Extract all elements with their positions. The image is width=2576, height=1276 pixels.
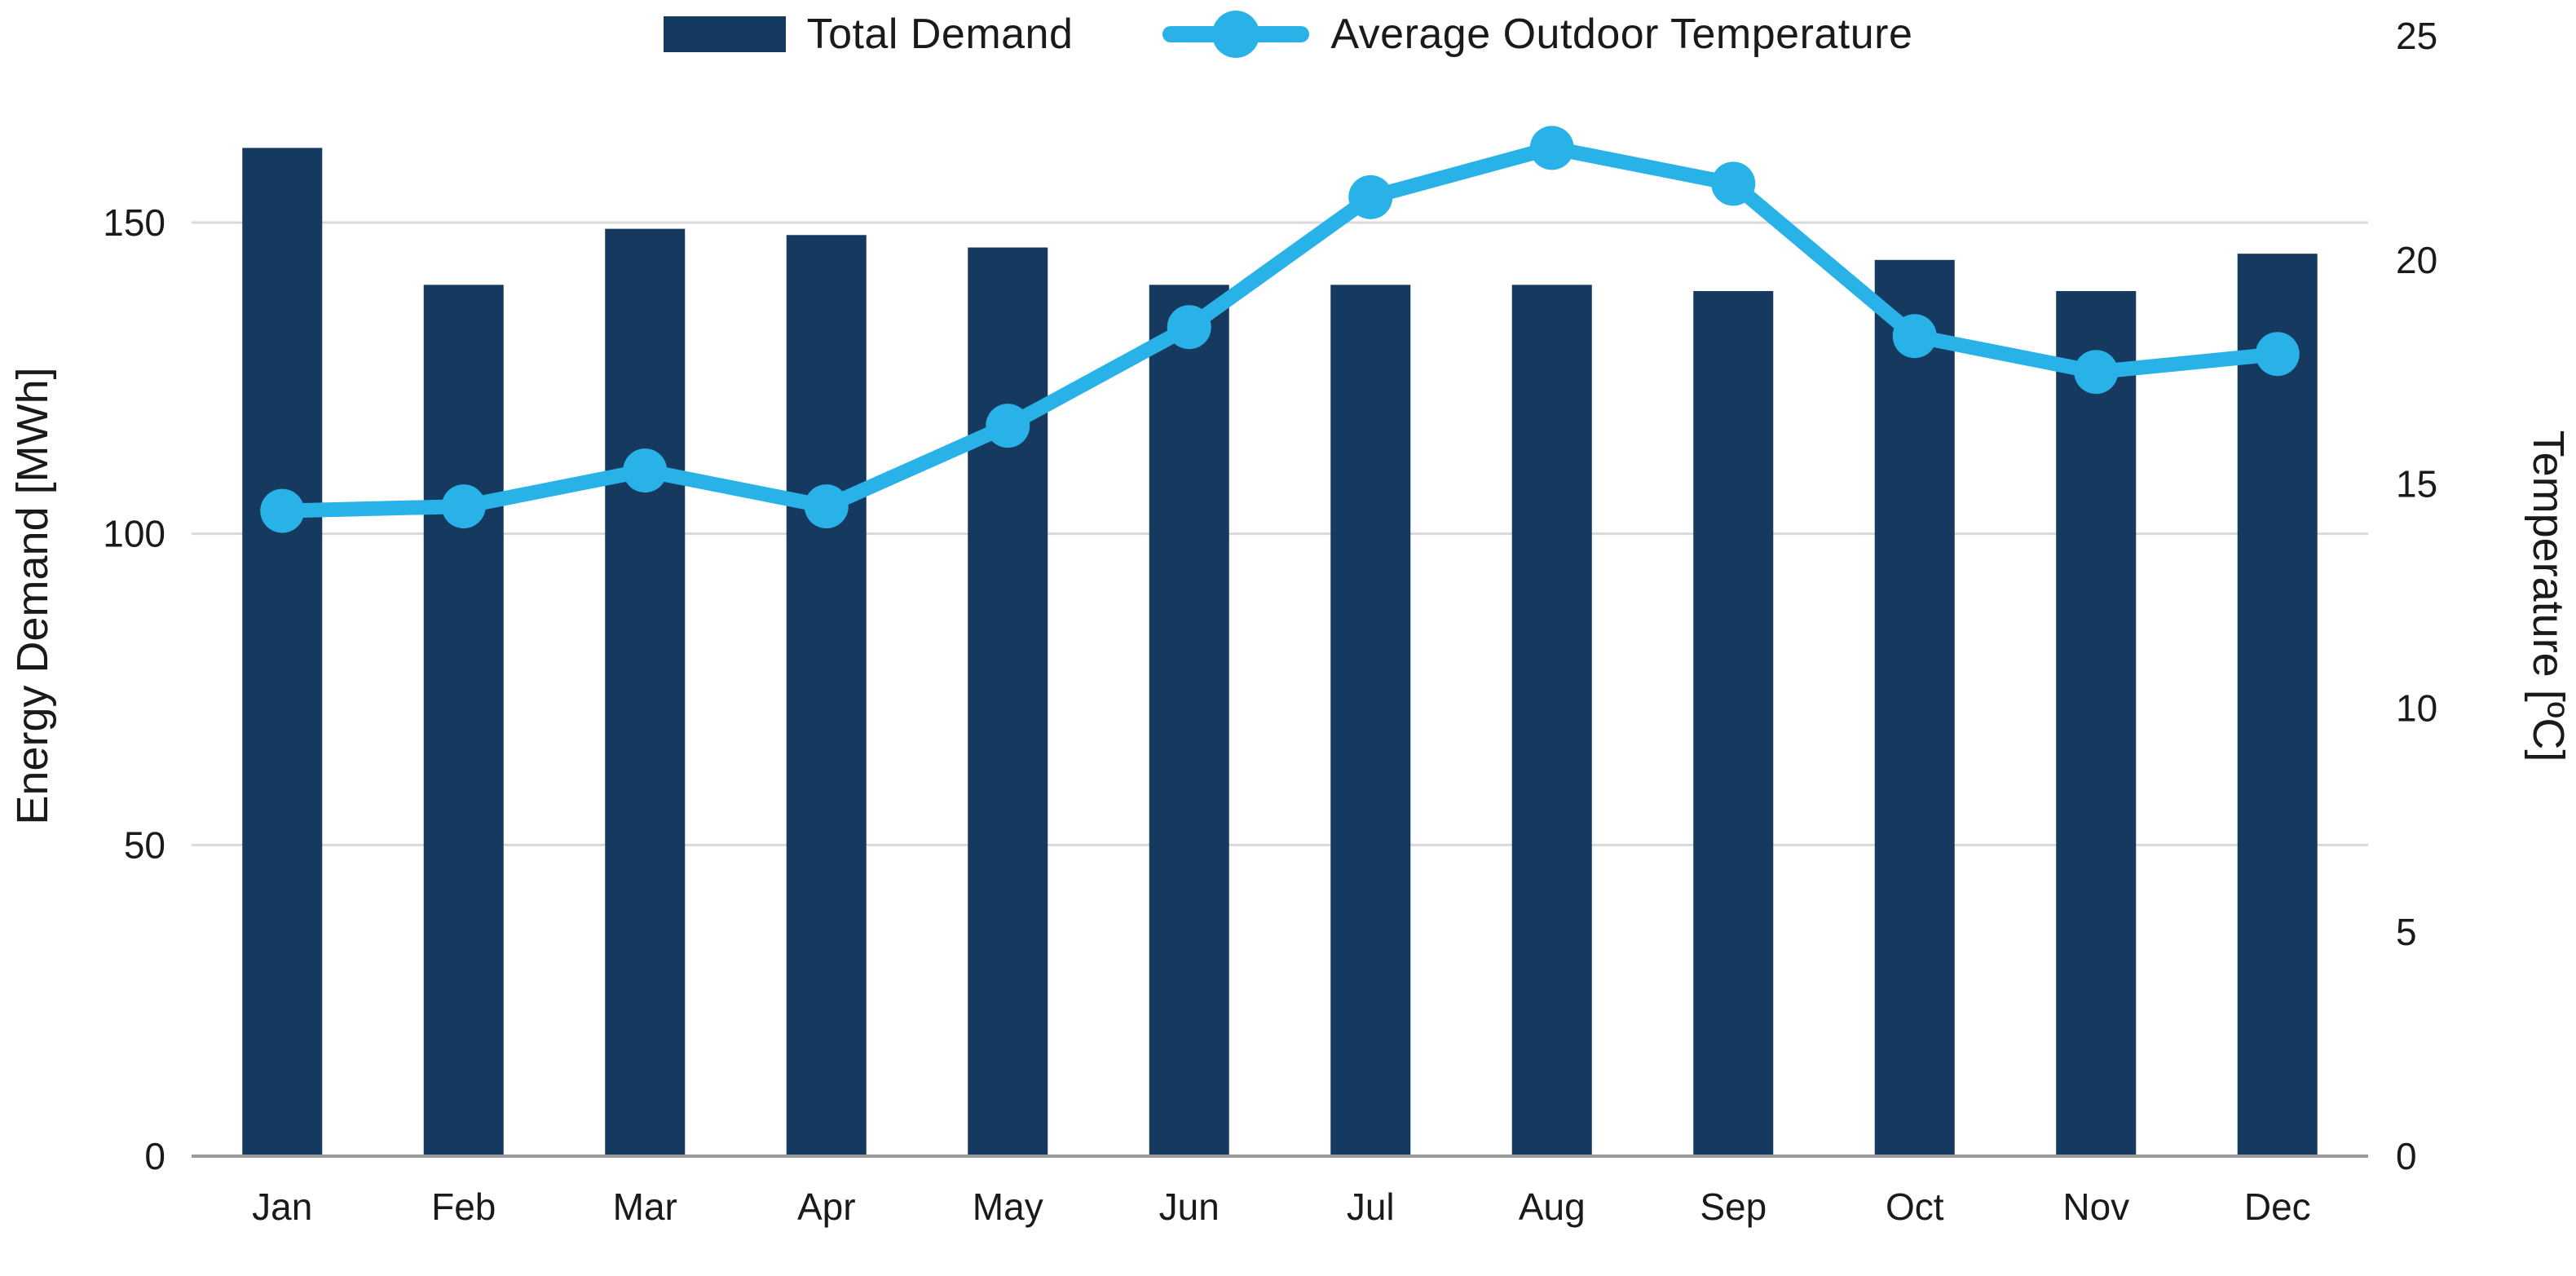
marker-Oct bbox=[1892, 314, 1937, 359]
right-tick-0: 0 bbox=[2396, 1135, 2417, 1177]
bar-Oct bbox=[1874, 259, 1955, 1156]
left-tick-150: 150 bbox=[103, 201, 165, 244]
bar-Dec bbox=[2237, 254, 2318, 1157]
right-tick-25: 25 bbox=[2396, 15, 2437, 57]
left-axis-title: Energy Demand [MWh] bbox=[8, 367, 57, 824]
marker-Nov bbox=[2074, 350, 2119, 395]
marker-Mar bbox=[623, 448, 668, 493]
bar-Aug bbox=[1511, 285, 1592, 1156]
marker-May bbox=[986, 404, 1030, 448]
marker-Sep bbox=[1711, 161, 1756, 206]
x-label-Oct: Oct bbox=[1886, 1185, 1944, 1228]
marker-Dec bbox=[2255, 332, 2300, 377]
bar-Nov bbox=[2056, 290, 2137, 1156]
right-tick-20: 20 bbox=[2396, 239, 2437, 281]
bar-Jun bbox=[1149, 285, 1229, 1156]
bar-Jan bbox=[242, 148, 323, 1156]
bar-Apr bbox=[786, 235, 867, 1157]
marker-Jan bbox=[260, 488, 305, 533]
bar-Feb bbox=[423, 285, 504, 1156]
bar-Mar bbox=[605, 228, 686, 1157]
x-label-Aug: Aug bbox=[1519, 1185, 1586, 1228]
marker-Jun bbox=[1167, 305, 1211, 350]
bar-May bbox=[968, 247, 1048, 1156]
line-series-marker-icon bbox=[1212, 11, 1260, 58]
right-tick-10: 10 bbox=[2396, 687, 2437, 729]
bar-Sep bbox=[1693, 290, 1774, 1156]
x-label-Mar: Mar bbox=[613, 1185, 677, 1228]
legend-label-total-demand: Total Demand bbox=[806, 11, 1074, 58]
x-label-May: May bbox=[973, 1185, 1043, 1228]
x-label-Dec: Dec bbox=[2244, 1185, 2311, 1228]
right-tick-5: 5 bbox=[2396, 911, 2417, 953]
legend-item-total-demand: Total Demand bbox=[663, 10, 1074, 59]
marker-Feb bbox=[441, 484, 486, 529]
x-label-Jul: Jul bbox=[1347, 1185, 1395, 1228]
x-label-Sep: Sep bbox=[1700, 1185, 1767, 1228]
chart-legend: Total Demand Average Outdoor Temperature bbox=[0, 10, 2576, 59]
marker-Aug bbox=[1529, 126, 1574, 170]
legend-label-average-outdoor-temperature: Average Outdoor Temperature bbox=[1330, 11, 1913, 58]
x-label-Feb: Feb bbox=[431, 1185, 496, 1228]
bar-series-swatch bbox=[663, 16, 786, 52]
left-tick-100: 100 bbox=[103, 513, 165, 555]
left-tick-0: 0 bbox=[144, 1135, 165, 1177]
line-series-swatch bbox=[1162, 11, 1310, 58]
temperature-line bbox=[275, 140, 2285, 519]
marker-Jul bbox=[1348, 174, 1393, 219]
x-label-Jan: Jan bbox=[252, 1185, 312, 1228]
bar-Jul bbox=[1330, 285, 1411, 1156]
right-tick-15: 15 bbox=[2396, 463, 2437, 506]
x-label-Jun: Jun bbox=[1159, 1185, 1220, 1228]
x-label-Apr: Apr bbox=[797, 1185, 856, 1228]
left-tick-50: 50 bbox=[124, 823, 165, 866]
x-label-Nov: Nov bbox=[2062, 1185, 2129, 1228]
right-axis-title: Temperature [ºC] bbox=[2524, 430, 2573, 762]
legend-item-average-outdoor-temperature: Average Outdoor Temperature bbox=[1162, 10, 1912, 59]
marker-Apr bbox=[804, 484, 849, 529]
